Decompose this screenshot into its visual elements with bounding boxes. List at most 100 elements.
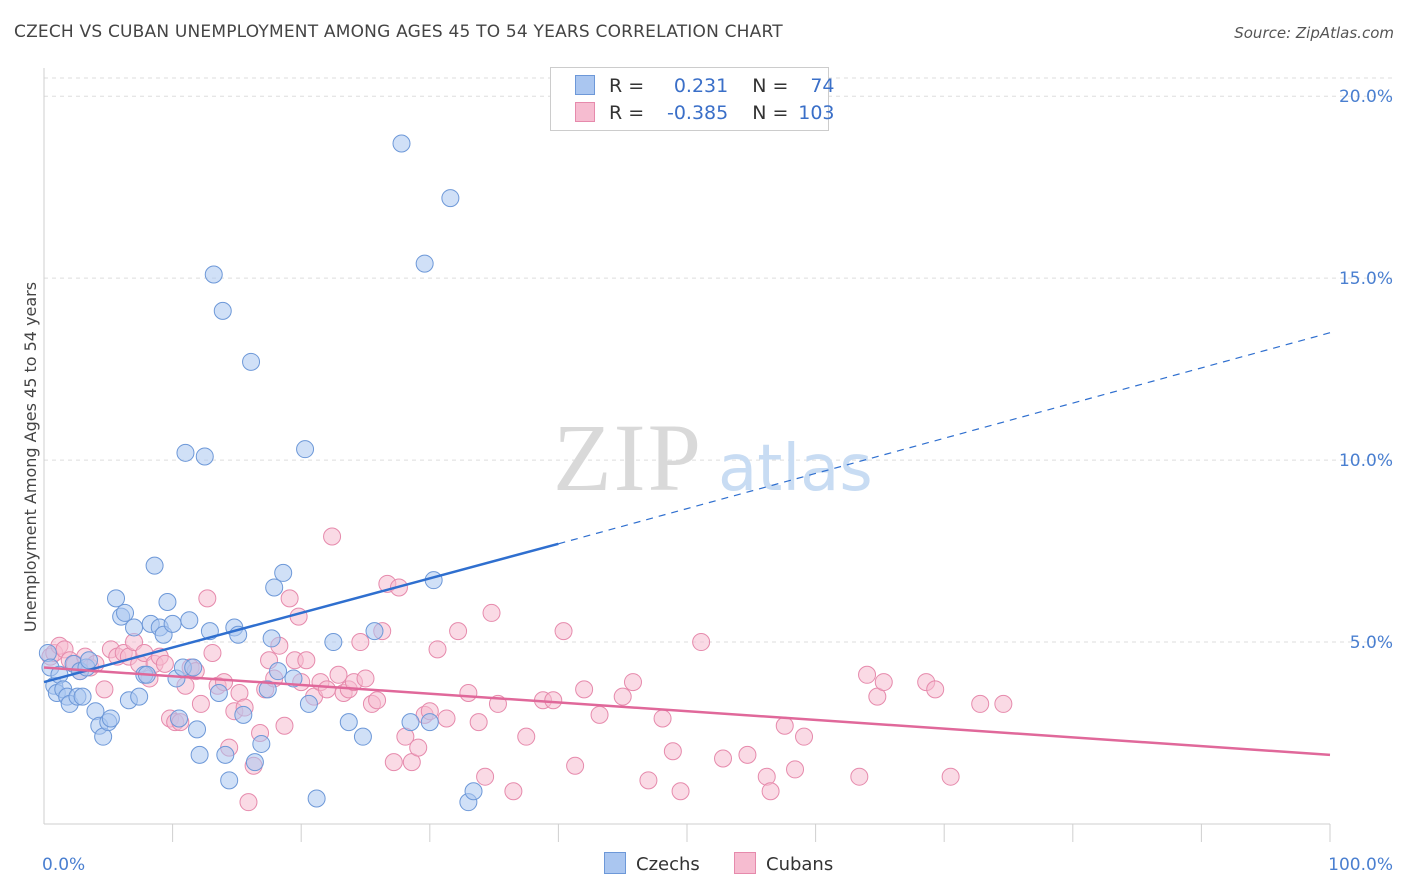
cuban-point <box>874 673 893 692</box>
cuban-point <box>623 673 642 692</box>
czech-point <box>209 683 228 702</box>
czech-point <box>204 265 223 284</box>
cuban-point <box>941 767 960 786</box>
cuban-point <box>575 680 594 699</box>
czech-point <box>216 745 235 764</box>
cuban-n-value: 103 <box>798 102 835 124</box>
cuban-point <box>356 669 375 688</box>
cuban-point <box>544 691 563 710</box>
czech-point <box>262 629 281 648</box>
cuban-point <box>692 633 711 652</box>
czech-point <box>170 709 189 728</box>
cuban-point <box>738 745 757 764</box>
y-tick-label: 5.0% <box>1350 633 1393 653</box>
cuban-point <box>504 782 523 801</box>
czech-r-value: 0.231 <box>673 75 729 97</box>
czech-point <box>464 782 483 801</box>
czech-point <box>163 614 182 633</box>
czech-point <box>258 680 277 699</box>
czech-point <box>130 687 149 706</box>
source-label: Source: ZipAtlas.com <box>1234 24 1394 42</box>
czech-point <box>190 745 209 764</box>
cuban-point <box>239 793 258 812</box>
x-tick-label: 100.0% <box>1328 855 1393 875</box>
cuban-point <box>566 756 585 775</box>
cuban-point <box>639 771 658 790</box>
czech-point <box>296 440 315 459</box>
czech-point <box>125 618 144 637</box>
czech-r-label: R = <box>609 75 645 97</box>
legend-row-cubans: R = -0.385 N = 103 <box>575 102 835 128</box>
czech-point <box>324 633 343 652</box>
czech-point <box>184 658 203 677</box>
czech-point <box>284 669 303 688</box>
cuban-trend-line <box>43 666 1331 757</box>
czech-point <box>415 254 434 273</box>
cuban-point <box>428 640 447 659</box>
cuban-point <box>191 694 210 713</box>
czech-point <box>180 611 199 630</box>
cuban-point <box>858 665 877 684</box>
cuban-point <box>476 767 495 786</box>
x-tick-label: 0.0% <box>42 855 85 875</box>
czech-n-value: 74 <box>810 75 835 97</box>
cuban-point <box>449 622 468 641</box>
cuban-point <box>761 782 780 801</box>
watermark: ZIP atlas <box>553 404 873 511</box>
czech-points <box>38 134 483 812</box>
legend-row-czechs: R = 0.231 N = 74 <box>575 75 835 101</box>
czech-point <box>441 189 460 208</box>
bottom-cuban-swatch <box>734 852 756 874</box>
y-tick-labels: 5.0% 10.0% 15.0% 20.0% <box>1339 87 1393 653</box>
bottom-czech-swatch <box>604 852 626 874</box>
cuban-point <box>368 691 387 710</box>
czech-point <box>252 734 271 753</box>
czech-point <box>73 687 92 706</box>
cuban-point <box>663 742 682 761</box>
czech-point <box>269 662 288 681</box>
chart-title: CZECH VS CUBAN UNEMPLOYMENT AMONG AGES 4… <box>14 22 783 42</box>
y-tick-label: 10.0% <box>1339 451 1393 471</box>
cuban-point <box>409 738 428 757</box>
bottom-legend-czechs: Czechs <box>604 852 700 875</box>
czech-point <box>80 651 99 670</box>
czech-point <box>339 713 358 732</box>
czech-point <box>101 709 120 728</box>
cuban-point <box>351 633 370 652</box>
czech-point <box>401 713 420 732</box>
czech-point <box>107 589 126 608</box>
czech-point <box>145 556 164 575</box>
czech-point <box>365 622 384 641</box>
cuban-point <box>323 527 342 546</box>
czech-trend-line <box>43 542 559 684</box>
czech-point <box>299 694 318 713</box>
czech-point <box>307 789 326 808</box>
cuban-point <box>786 760 805 779</box>
axes <box>43 68 1331 842</box>
cuban-point <box>613 687 632 706</box>
czech-point <box>265 578 284 597</box>
cuban-point <box>459 683 478 702</box>
czech-point <box>213 301 232 320</box>
cuban-point <box>554 622 573 641</box>
cuban-point <box>671 782 690 801</box>
cuban-point <box>926 680 945 699</box>
cuban-point <box>203 643 222 662</box>
czech-point <box>274 563 293 582</box>
y-axis-label: Unemployment Among Ages 45 to 54 years <box>21 282 40 632</box>
cuban-point <box>517 727 536 746</box>
cuban-point <box>317 680 336 699</box>
cuban-point <box>280 589 299 608</box>
cuban-point <box>775 716 794 735</box>
czech-point <box>234 705 253 724</box>
cuban-point <box>653 709 672 728</box>
cuban-r-value: -0.385 <box>666 102 729 124</box>
czech-point <box>195 447 214 466</box>
czech-point <box>242 352 261 371</box>
bottom-czech-label: Czechs <box>636 854 700 875</box>
czech-point <box>353 727 372 746</box>
cuban-point <box>437 709 456 728</box>
czech-point <box>392 134 411 153</box>
watermark-atlas: atlas <box>718 432 873 506</box>
